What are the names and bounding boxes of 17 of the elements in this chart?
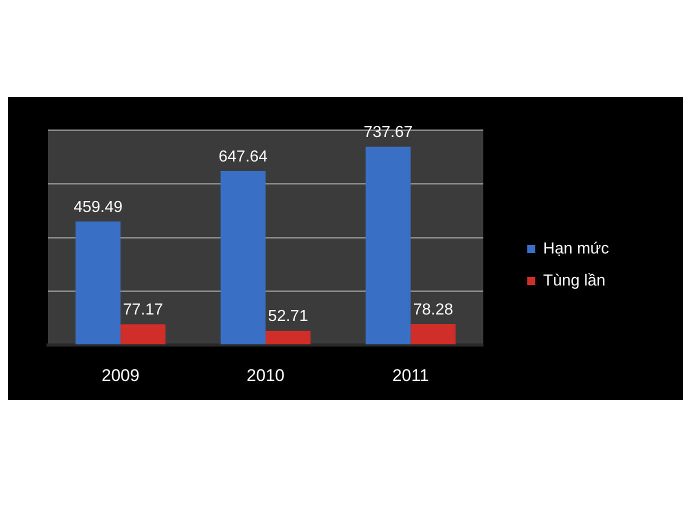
data-label: 77.17 — [122, 302, 164, 319]
bar — [410, 324, 456, 344]
legend-label: Tùng lần — [543, 272, 606, 290]
data-label: 78.28 — [413, 301, 454, 318]
x-tick-label: 2009 — [102, 366, 140, 385]
x-tick-label: 2011 — [392, 366, 429, 385]
bar — [76, 222, 121, 344]
x-tick-label: 2010 — [246, 366, 284, 385]
data-label: 52.71 — [268, 308, 308, 326]
legend-label: Hạn mức — [543, 240, 610, 258]
bar — [120, 324, 166, 344]
data-label: 737.67 — [364, 124, 413, 142]
bar — [266, 330, 311, 344]
data-label: 647.64 — [218, 148, 268, 166]
bar — [366, 146, 411, 344]
bar — [220, 170, 266, 344]
data-label: 459.49 — [74, 198, 123, 216]
